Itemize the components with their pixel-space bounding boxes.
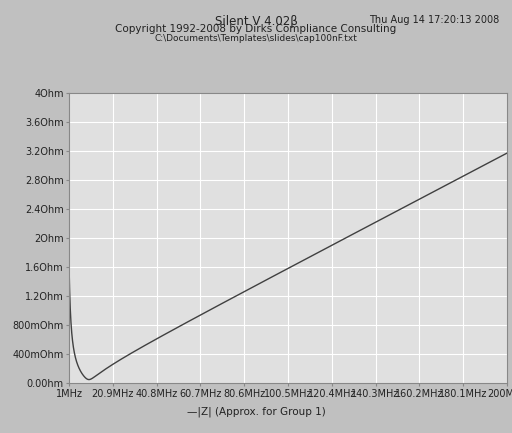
Text: C:\Documents\Templates\slides\cap100nF.txt: C:\Documents\Templates\slides\cap100nF.t… (155, 34, 357, 43)
Text: Silent V 4.02β: Silent V 4.02β (215, 15, 297, 28)
Text: Copyright 1992-2008 by Dirks Compliance Consulting: Copyright 1992-2008 by Dirks Compliance … (115, 24, 397, 34)
Text: —|Z| (Approx. for Group 1): —|Z| (Approx. for Group 1) (187, 407, 325, 417)
Text: Thu Aug 14 17:20:13 2008: Thu Aug 14 17:20:13 2008 (369, 15, 499, 25)
